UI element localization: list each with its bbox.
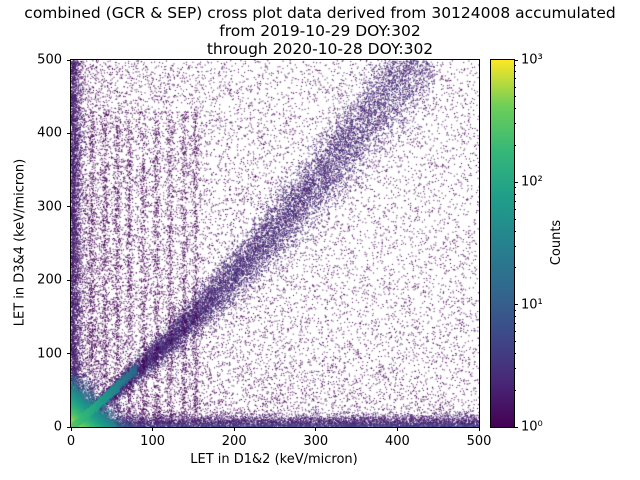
colorbar-minor-tick [514, 331, 516, 333]
colorbar-minor-tick [514, 323, 516, 325]
colorbar-minor-tick [514, 245, 516, 247]
x-tick-label: 300 [303, 434, 329, 449]
colorbar-minor-tick [514, 230, 516, 232]
y-tick-label: 200 [37, 272, 62, 288]
y-tick-label: 500 [37, 52, 62, 68]
x-axis-label: LET in D1&2 (keV/micron) [190, 452, 358, 467]
colorbar-minor-tick [514, 218, 516, 220]
y-tick-label: 0 [53, 419, 62, 435]
colorbar-minor-tick [514, 389, 516, 391]
colorbar: 10⁰ 10¹ 10² 10³ [490, 53, 543, 435]
colorbar-minor-tick [514, 267, 516, 269]
x-tick [70, 427, 72, 431]
x-tick-label: 200 [221, 434, 247, 449]
colorbar-label: Counts [549, 219, 565, 266]
y-tick [67, 132, 71, 134]
x-tick-label: 100 [140, 434, 166, 449]
y-tick-label: 400 [37, 125, 62, 141]
colorbar-minor-tick [514, 96, 516, 98]
colorbar-gradient [491, 60, 514, 427]
y-tick-label: 100 [37, 346, 62, 362]
colorbar-minor-tick [514, 340, 516, 342]
colorbar-minor-tick [514, 86, 516, 88]
colorbar-minor-tick [514, 309, 516, 311]
y-tick [67, 206, 71, 208]
x-tick [478, 427, 480, 431]
colorbar-minor-tick [514, 208, 516, 210]
colorbar-label-wrap: Counts [546, 59, 568, 426]
chart-title-line2: from 2019-10-29 DOY:302 [219, 22, 421, 40]
colorbar-minor-tick [514, 187, 516, 189]
x-tick-label: 400 [384, 434, 410, 449]
y-tick [67, 279, 71, 281]
colorbar-minor-tick [514, 200, 516, 202]
colorbar-minor-tick [514, 108, 516, 110]
colorbar-tick-label: 10² [521, 174, 543, 190]
colorbar-minor-tick [514, 71, 516, 73]
y-axis-label: LET in D3&4 (keV/micron) [12, 158, 28, 327]
colorbar-minor-tick [514, 78, 516, 80]
colorbar-minor-tick [514, 316, 516, 318]
colorbar-minor-tick [514, 65, 516, 67]
colorbar-tick-label: 10⁰ [521, 419, 543, 435]
x-tick [315, 427, 317, 431]
colorbar-minor-tick [514, 368, 516, 370]
colorbar-minor-tick [514, 352, 516, 354]
y-tick [67, 353, 71, 355]
plot-canvas [71, 60, 479, 427]
colorbar-tick [514, 426, 518, 428]
colorbar-tick [514, 59, 518, 61]
chart-title: combined (GCR & SEP) cross plot data der… [0, 4, 640, 58]
x-tick [233, 427, 235, 431]
y-tick-label: 300 [37, 199, 62, 215]
colorbar-tick-label: 10¹ [521, 297, 543, 313]
y-axis-label-wrap: LET in D3&4 (keV/micron) [8, 59, 32, 426]
x-tick [396, 427, 398, 431]
plot-area: 0 100 200 300 400 500 0 100 200 300 400 500 [37, 53, 491, 450]
y-tick [67, 59, 71, 61]
chart-title-line3: through 2020-10-28 DOY:302 [206, 40, 434, 58]
x-tick [152, 427, 154, 431]
chart-title-line1: combined (GCR & SEP) cross plot data der… [24, 4, 616, 22]
y-tick [67, 426, 71, 428]
colorbar-minor-tick [514, 123, 516, 125]
colorbar-minor-tick [514, 193, 516, 195]
x-tick-label: 0 [66, 434, 76, 449]
colorbar-tick [514, 181, 518, 183]
colorbar-tick-label: 10³ [521, 52, 543, 68]
x-tick-label: 500 [466, 434, 492, 449]
colorbar-minor-tick [514, 145, 516, 146]
colorbar-tick [514, 304, 518, 306]
